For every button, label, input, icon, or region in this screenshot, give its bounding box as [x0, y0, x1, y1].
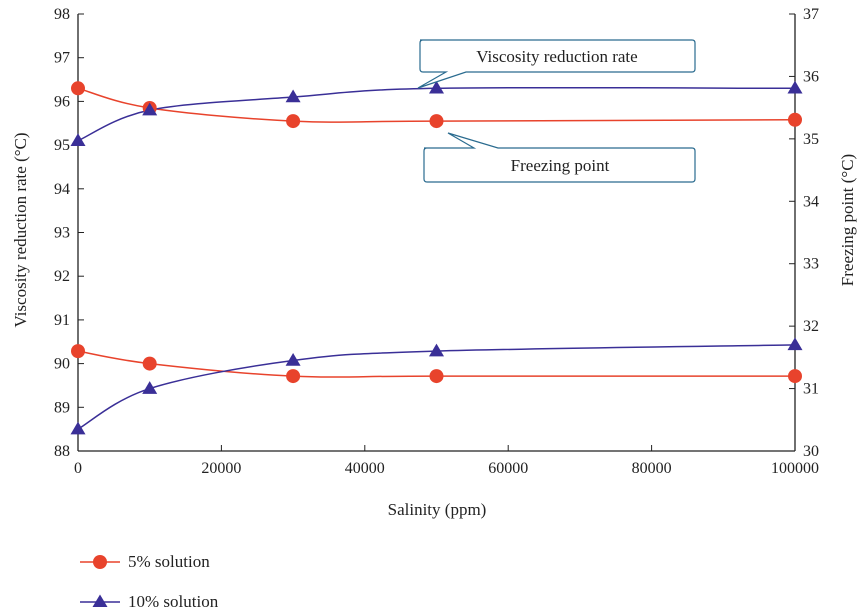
x-tick-label: 20000 [201, 460, 241, 477]
y-left-tick-label: 88 [54, 443, 70, 460]
y-left-axis-title: Viscosity reduction rate (°C) [11, 132, 30, 327]
y-left-tick-label: 97 [54, 50, 70, 67]
y-right-tick-label: 36 [803, 68, 819, 85]
point-10pct-solution-viscosity [285, 89, 301, 103]
y-right-tick-label: 33 [803, 256, 819, 273]
callout-freezing-box [423, 132, 696, 183]
y-left-tick-label: 90 [54, 356, 70, 373]
y-left-tick-label: 92 [54, 268, 70, 285]
x-axis-title: Salinity (ppm) [388, 500, 487, 519]
y-left-tick-label: 89 [54, 399, 70, 416]
point-5pct-solution-freezing [286, 369, 301, 384]
point-5pct-solution-viscosity [71, 81, 85, 96]
y-right-tick-label: 35 [803, 131, 819, 148]
point-5pct-solution-viscosity [429, 114, 444, 129]
callout-freezing: Freezing point [423, 132, 696, 183]
y-left-tick-label: 96 [54, 93, 70, 110]
point-5pct-solution-freezing [142, 356, 157, 371]
legend-marker-5pct [93, 555, 107, 569]
x-tick-label: 40000 [345, 460, 385, 477]
point-10pct-solution-freezing [70, 421, 86, 435]
y-right-tick-label: 30 [803, 443, 819, 460]
y-left-tick-label: 93 [54, 225, 70, 242]
point-10pct-solution-freezing [285, 352, 301, 366]
ticks: 0 20000 40000 60000 80000 100000 88 89 90 91 92 93 9… [54, 6, 819, 477]
y-right-tick-label: 34 [803, 193, 819, 210]
point-5pct-solution-freezing [71, 344, 85, 359]
y-right-tick-label: 32 [803, 318, 819, 335]
x-tick-label: 0 [74, 460, 82, 477]
legend-label-10pct: 10% solution [128, 592, 219, 611]
series-line-10pct-solution-freezing [77, 344, 796, 430]
legend-item-10pct: 10% solution [80, 592, 219, 611]
point-10pct-solution-viscosity [429, 80, 444, 94]
point-5pct-solution-viscosity [286, 114, 301, 129]
y-right-axis-title: Freezing point (°C) [838, 154, 857, 286]
legend-label-5pct: 5% solution [128, 552, 210, 571]
point-5pct-solution-viscosity [788, 112, 802, 127]
point-5pct-solution-freezing [788, 369, 802, 384]
y-left-tick-label: 98 [54, 6, 70, 23]
y-right-tick-label: 37 [803, 6, 819, 23]
point-10pct-solution-freezing [429, 343, 444, 357]
x-tick-label: 80000 [632, 460, 672, 477]
legend-marker-10pct [92, 594, 108, 607]
callout-viscosity-text: Viscosity reduction rate [476, 47, 637, 66]
y-left-tick-label: 94 [54, 181, 70, 198]
callout-viscosity: Viscosity reduction rate [417, 39, 696, 89]
point-10pct-solution-freezing [787, 337, 803, 351]
y-right-tick-label: 31 [803, 381, 819, 398]
point-5pct-solution-freezing [429, 369, 444, 384]
callout-viscosity-box [417, 39, 696, 89]
series-markers [70, 80, 803, 435]
point-10pct-solution-viscosity [142, 102, 158, 116]
callouts: Viscosity reduction rate Freezing point [417, 39, 696, 183]
legend: 5% solution 10% solution [80, 552, 219, 611]
point-10pct-solution-viscosity [787, 80, 803, 94]
x-tick-label: 100000 [771, 460, 819, 477]
legend-item-5pct: 5% solution [80, 552, 210, 571]
x-tick-label: 60000 [488, 460, 528, 477]
callout-freezing-text: Freezing point [511, 156, 610, 175]
y-left-tick-label: 95 [54, 137, 70, 154]
point-10pct-solution-freezing [142, 381, 158, 394]
point-10pct-solution-viscosity [70, 133, 86, 146]
y-left-tick-label: 91 [54, 312, 70, 329]
